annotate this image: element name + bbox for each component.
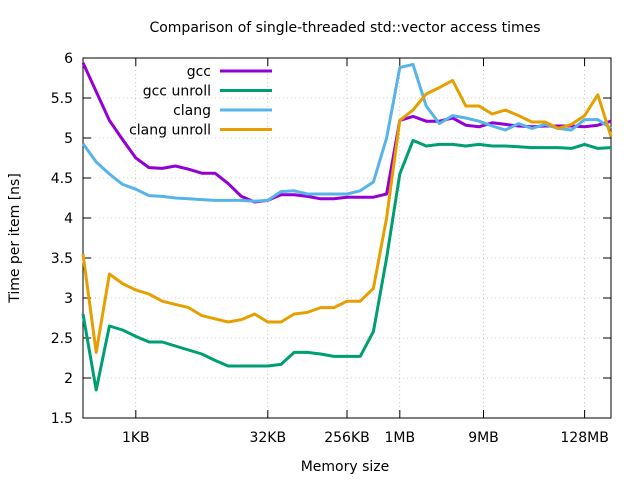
series-line-gcc-unroll [81, 138, 612, 392]
y-tick-label: 1.5 [51, 411, 73, 427]
x-tick-label: 1MB [385, 430, 416, 446]
y-tick-label: 5 [64, 131, 73, 147]
legend-label-gcc-unroll: gcc unroll [143, 84, 211, 100]
y-tick-label: 2.5 [51, 331, 73, 347]
series-lines [81, 62, 613, 392]
legend-label-gcc: gcc [187, 64, 211, 80]
grid [83, 57, 611, 419]
x-tick-label: 32KB [249, 430, 286, 446]
x-axis-ticks: 1KB 32KB 256KB 1MB 9MB 128MB [122, 58, 609, 446]
chart-title: Comparison of single-threaded std::vecto… [149, 20, 540, 36]
x-axis-title: Memory size [301, 459, 390, 475]
y-tick-label: 3.5 [51, 251, 73, 267]
x-tick-label: 9MB [468, 430, 499, 446]
y-tick-label: 4 [64, 211, 73, 227]
series-line-clang [81, 62, 612, 203]
legend: gcc gcc unroll clang clang unroll [129, 64, 272, 139]
x-tick-label: 128MB [560, 430, 608, 446]
x-tick-label: 256KB [324, 430, 370, 446]
y-tick-label: 3 [64, 291, 73, 307]
y-tick-label: 2 [64, 371, 73, 387]
y-tick-label: 5.5 [51, 91, 73, 107]
y-tick-label: 6 [64, 51, 73, 67]
legend-label-clang-unroll: clang unroll [129, 123, 211, 139]
x-tick-label: 1KB [122, 430, 150, 446]
series-line-clang-unroll [81, 78, 613, 354]
y-axis-ticks: 1.5 2 2.5 3 3.5 4 4.5 5 5.5 6 [51, 51, 611, 427]
y-axis-title: Time per item [ns] [7, 173, 23, 304]
y-tick-label: 4.5 [51, 171, 73, 187]
legend-label-clang: clang [173, 103, 211, 119]
